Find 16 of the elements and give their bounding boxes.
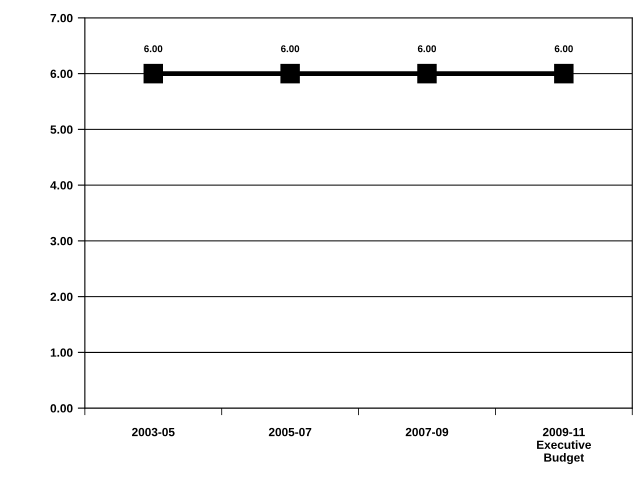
x-tick-label: 2007-09	[406, 428, 448, 436]
y-tick-label: 4.00	[50, 181, 73, 190]
text: 6.00	[281, 45, 300, 52]
y-tick-label: 5.00	[50, 125, 73, 134]
y-tick-label: 1.00	[50, 348, 73, 357]
x-tick-label: 2003-05	[132, 428, 175, 436]
x-tick-label: 2009-11 Executive Budget	[537, 428, 591, 464]
text: 6.00	[144, 45, 162, 52]
y-tick-label: 2.00	[50, 292, 73, 302]
y-tick-label: 6.00	[50, 70, 73, 78]
y-tick-label: 7.00	[50, 14, 73, 22]
text: 6.00	[554, 45, 573, 52]
y-tick-label: 0.00	[50, 404, 73, 413]
text: 6.00	[418, 45, 436, 52]
y-tick-label: 3.00	[50, 236, 73, 246]
x-tick-label: 2005-07	[268, 428, 312, 436]
